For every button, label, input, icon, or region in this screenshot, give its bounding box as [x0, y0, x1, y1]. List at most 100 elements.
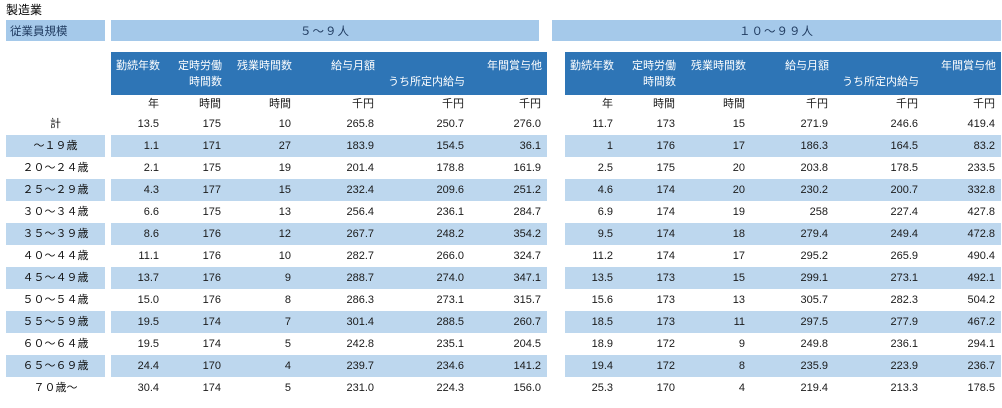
data-cell-overtime-hours: 17 — [732, 250, 745, 262]
data-cell-overtime-hours: 10 — [278, 250, 291, 262]
col-header-line2: 時間数 — [643, 76, 676, 88]
data-cell-scheduled-hours: 175 — [202, 206, 221, 218]
data-cell-annual-bonus: 490.4 — [967, 250, 995, 262]
data-cell-scheduled-hours: 173 — [656, 294, 675, 306]
data-cell-scheduled-salary: 178.8 — [436, 162, 464, 174]
data-cell-scheduled-salary: 235.1 — [436, 338, 464, 350]
data-cell-scheduled-hours: 174 — [656, 250, 675, 262]
data-cell-annual-bonus: 83.2 — [973, 140, 995, 152]
data-cell-overtime-hours: 8 — [738, 360, 745, 372]
data-cell-tenure-years: 13.5 — [591, 272, 613, 284]
data-cell-scheduled-hours: 173 — [656, 118, 675, 130]
col-header-scheduled-hours: 定時労働 時間数 — [165, 52, 227, 95]
col-header-line1: 勤続年数 — [570, 60, 614, 72]
unit-cell-scheduled-salary: 千円 — [442, 98, 464, 110]
data-cell-monthly-salary: 282.7 — [346, 250, 374, 262]
data-cell-annual-bonus: 251.2 — [513, 184, 541, 196]
employee-size-header: 従業員規模 — [6, 20, 105, 41]
data-cell-overtime-hours: 12 — [278, 228, 291, 240]
unit-cell-annual-bonus: 千円 — [519, 98, 541, 110]
data-cell-annual-bonus: 36.1 — [519, 140, 541, 152]
data-cell-scheduled-hours: 174 — [202, 338, 221, 350]
col-header-monthly-salary: 給与月額 — [297, 52, 380, 95]
data-cell-tenure-years: 9.5 — [597, 228, 613, 240]
data-cell-tenure-years: 18.9 — [591, 338, 613, 350]
data-cell-scheduled-salary: 248.2 — [436, 228, 464, 240]
data-cell-monthly-salary: 258 — [809, 206, 828, 218]
col-header-overtime-hours: 残業時間数 — [227, 52, 297, 95]
data-cell-scheduled-salary: 224.3 — [436, 382, 464, 394]
group-header-5-9: ５～９人 — [111, 20, 539, 41]
data-cell-scheduled-salary: 274.0 — [436, 272, 464, 284]
data-cell-overtime-hours: 19 — [732, 206, 745, 218]
data-cell-monthly-salary: 230.2 — [800, 184, 828, 196]
data-cell-scheduled-salary: 266.0 — [436, 250, 464, 262]
table-row: 11.2 174 17 295.2 265.9 490.4 — [565, 245, 1001, 267]
data-cell-tenure-years: 6.9 — [597, 206, 613, 218]
data-cell-monthly-salary: 286.3 — [346, 294, 374, 306]
unit-cell-scheduled-hours: 時間 — [199, 98, 221, 110]
data-cell-annual-bonus: 347.1 — [513, 272, 541, 284]
data-cell-tenure-years: 8.6 — [143, 228, 159, 240]
data-cell-annual-bonus: 276.0 — [513, 118, 541, 130]
data-cell-annual-bonus: 233.5 — [967, 162, 995, 174]
col-header-line1: 定時労働 — [632, 60, 676, 72]
table-row: 18.5 173 11 297.5 277.9 467.2 — [565, 311, 1001, 333]
data-cell-tenure-years: 11.2 — [592, 250, 613, 262]
data-cell-overtime-hours: 17 — [732, 140, 745, 152]
data-cell-overtime-hours: 15 — [732, 272, 745, 284]
unit-cell-tenure-years: 年 — [602, 98, 613, 110]
col-header-line1: 定時労働 — [178, 60, 222, 72]
table-row: 4.6 174 20 230.2 200.7 332.8 — [565, 179, 1001, 201]
table-row: 13.5 175 10 265.8 250.7 276.0 — [111, 113, 547, 135]
table-row: 19.4 172 8 235.9 223.9 236.7 — [565, 355, 1001, 377]
data-cell-annual-bonus: 354.2 — [513, 228, 541, 240]
row-label: ５５～５９歳 — [6, 311, 105, 333]
table-row: 8.6 176 12 267.7 248.2 354.2 — [111, 223, 547, 245]
table-row: 6.6 175 13 256.4 236.1 284.7 — [111, 201, 547, 223]
data-cell-monthly-salary: 186.3 — [800, 140, 828, 152]
row-label: ４０～４４歳 — [22, 250, 89, 262]
data-cell-monthly-salary: 279.4 — [800, 228, 828, 240]
col-header-annual-bonus: 年間賞与他 — [470, 52, 547, 95]
table-10-99: 勤続年数 定時労働 時間数 残業時間数 給与月額 うち所定内給与 年間賞与他年時間 時間 千円千… — [565, 52, 1001, 399]
col-header-annual-bonus: 年間賞与他 — [924, 52, 1001, 95]
data-cell-annual-bonus: 315.7 — [513, 294, 541, 306]
data-cell-overtime-hours: 15 — [732, 118, 745, 130]
data-cell-scheduled-hours: 175 — [202, 118, 221, 130]
data-cell-monthly-salary: 288.7 — [346, 272, 374, 284]
unit-cell-overtime-hours: 時間 — [723, 98, 745, 110]
unit-cell-scheduled-hours: 時間 — [653, 98, 675, 110]
data-cell-scheduled-hours: 170 — [656, 382, 675, 394]
group-header-10-99: １０～９９人 — [552, 20, 1001, 41]
data-cell-scheduled-hours: 177 — [202, 184, 221, 196]
data-cell-scheduled-salary: 273.1 — [436, 294, 464, 306]
data-cell-scheduled-salary: 236.1 — [890, 338, 918, 350]
data-cell-overtime-hours: 10 — [278, 118, 291, 130]
data-cell-annual-bonus: 332.8 — [967, 184, 995, 196]
data-cell-scheduled-hours: 176 — [202, 272, 221, 284]
data-cell-scheduled-salary: 273.1 — [890, 272, 918, 284]
data-cell-tenure-years: 2.1 — [143, 162, 159, 174]
data-cell-scheduled-hours: 174 — [202, 316, 221, 328]
data-cell-overtime-hours: 13 — [732, 294, 745, 306]
data-cell-scheduled-hours: 171 — [202, 140, 221, 152]
data-cell-scheduled-hours: 176 — [202, 250, 221, 262]
table-row: 15.6 173 13 305.7 282.3 504.2 — [565, 289, 1001, 311]
units-row: 年 時間 時間 千円 千円 千円 — [565, 95, 1001, 113]
column-header-row: 勤続年数 定時労働 時間数 残業時間数 給与月額 うち所定内給与 年間賞与他 — [111, 52, 547, 95]
row-label: ４５～４９歳 — [6, 267, 105, 289]
data-cell-scheduled-salary: 164.5 — [890, 140, 918, 152]
data-cell-monthly-salary: 232.4 — [346, 184, 374, 196]
data-cell-monthly-salary: 265.8 — [346, 118, 374, 130]
data-cell-scheduled-salary: 227.4 — [890, 206, 918, 218]
data-cell-scheduled-hours: 174 — [656, 206, 675, 218]
table-row: 1 176 17 186.3 164.5 83.2 — [565, 135, 1001, 157]
data-cell-tenure-years: 1.1 — [143, 140, 159, 152]
table-row: 30.4 174 5 231.0 224.3 156.0 — [111, 377, 547, 399]
page-title: 製造業 — [6, 3, 43, 17]
data-cell-scheduled-salary: 154.5 — [436, 140, 464, 152]
table-row: 25.3 170 4 219.4 213.3 178.5 — [565, 377, 1001, 399]
data-cell-overtime-hours: 4 — [284, 360, 291, 372]
table-row: 2.1 175 19 201.4 178.8 161.9 — [111, 157, 547, 179]
